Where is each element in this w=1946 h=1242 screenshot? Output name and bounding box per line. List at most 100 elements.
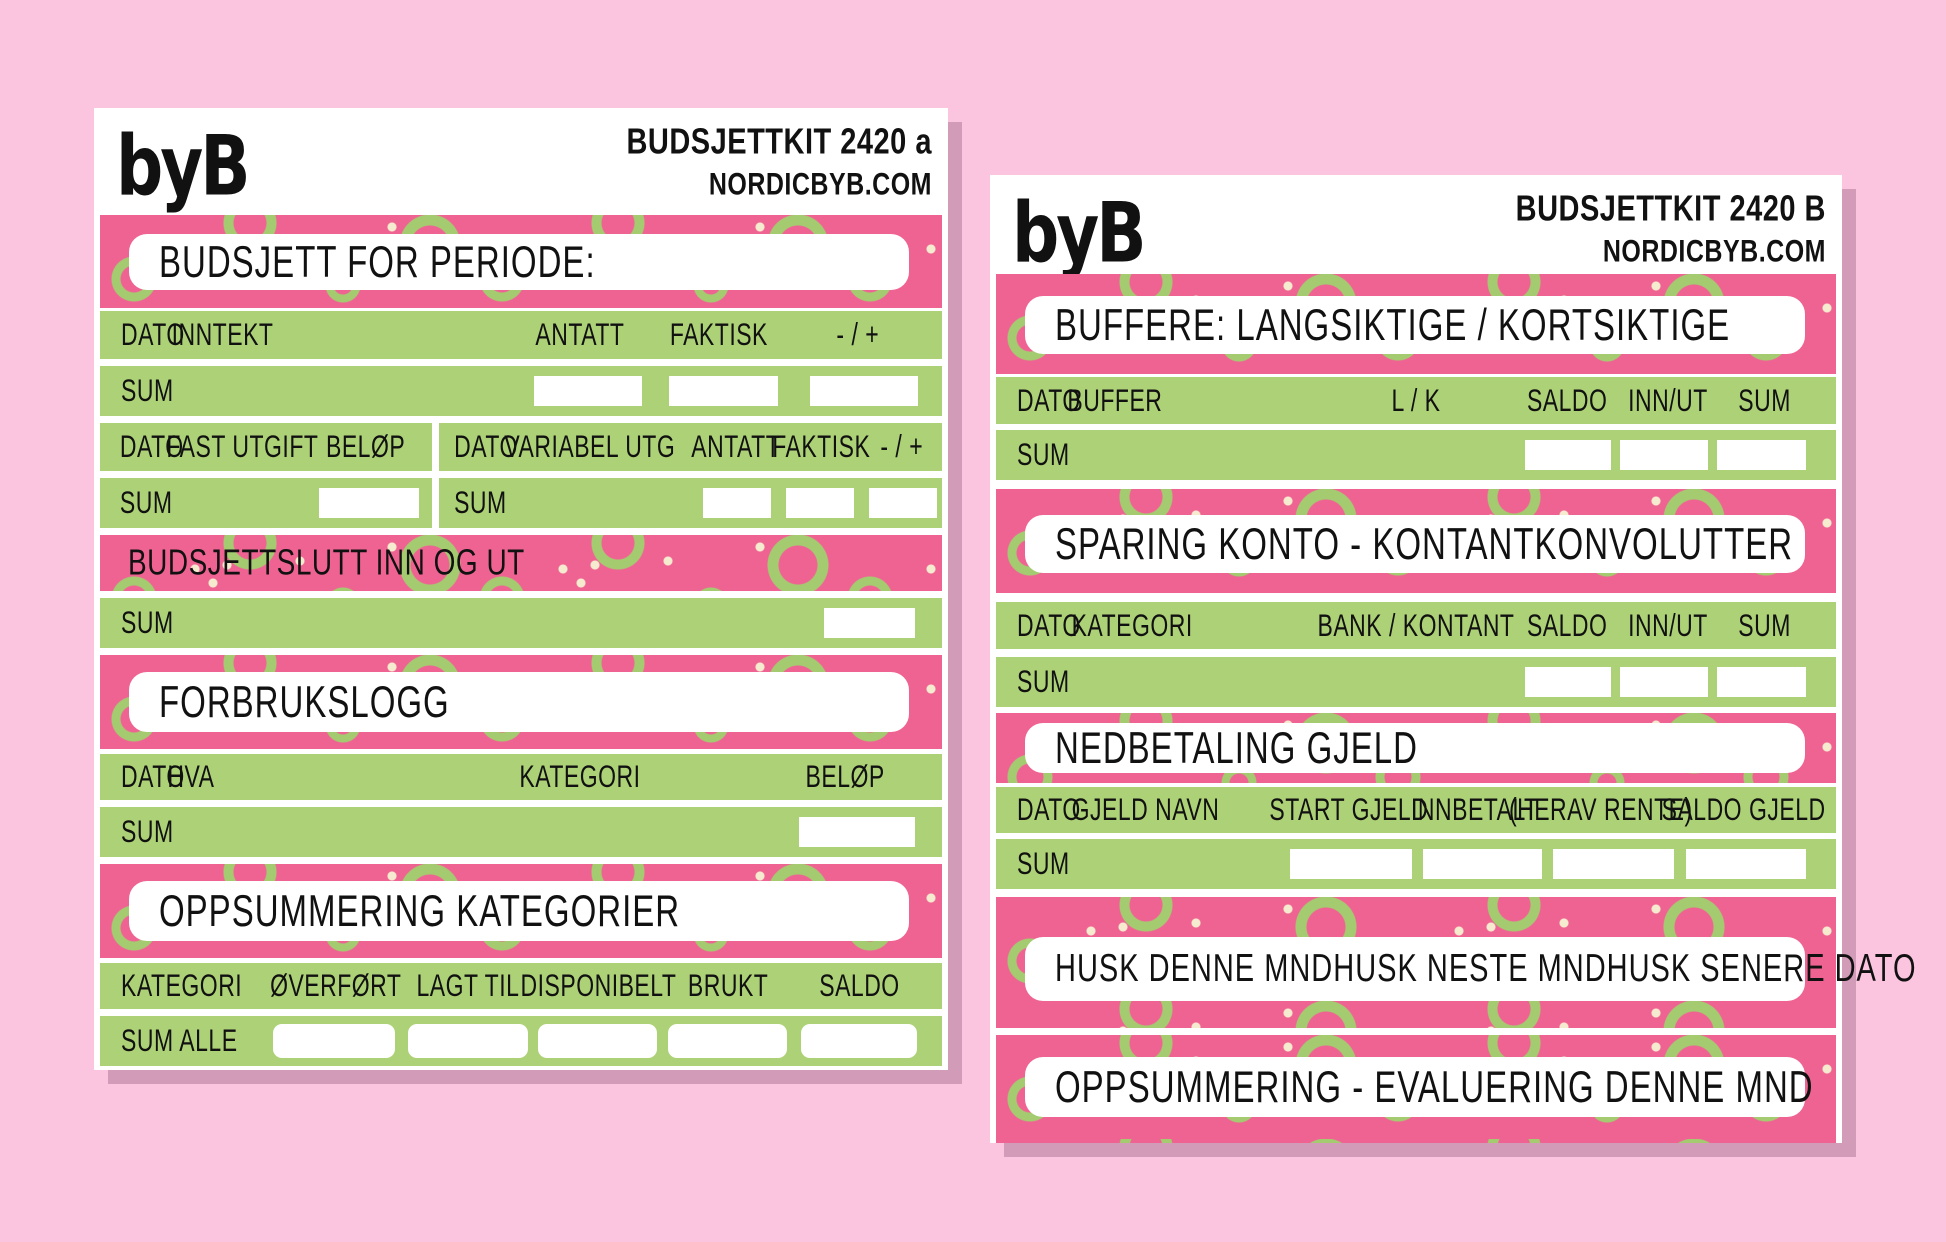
sparing-innut-input[interactable] xyxy=(1620,667,1709,697)
sheet-a-titleblock: BUDSJETTKIT 2420 a NORDICBYB.COM xyxy=(626,122,932,202)
income-antatt-input[interactable] xyxy=(533,376,643,406)
gjeld-start-input[interactable] xyxy=(1290,849,1412,879)
oppsum-header-box: OPPSUMMERING KATEGORIER xyxy=(129,881,909,941)
sparing-dato-label: DATO xyxy=(1017,607,1081,643)
buffere-lk-label: L / K xyxy=(1391,382,1441,418)
income-faktisk-input[interactable] xyxy=(669,376,778,406)
oppsum-brukt-input[interactable] xyxy=(668,1024,788,1058)
gjeld-rente-label: (HERAV RENTE) xyxy=(1508,791,1693,827)
fixed-belop-label: BELØP xyxy=(325,428,406,464)
sparing-band: SPARING KONTO - KONTANTKONVOLUTTER xyxy=(996,489,1836,593)
gjeld-sumrow-label: SUM xyxy=(1017,845,1070,881)
gjeld-innbetalt-input[interactable] xyxy=(1422,849,1542,879)
variable-diff-input[interactable] xyxy=(869,488,937,518)
income-label-row: DATO INNTEKT ANTATT FAKTISK - / + xyxy=(100,311,942,359)
gjeld-header-box: NEDBETALING GJELD xyxy=(1025,722,1805,773)
income-dato-label: DATO xyxy=(121,316,185,352)
income-inntekt-label: INNTEKT xyxy=(171,316,274,352)
gjeld-header-label: NEDBETALING GJELD xyxy=(1055,722,1418,773)
fixed-dato-label: DATO xyxy=(119,428,184,464)
buffere-innut-input[interactable] xyxy=(1620,440,1709,470)
buffere-sum-label: SUM xyxy=(1738,382,1791,418)
budslutt-label: BUDSJETTSLUTT INN OG UT xyxy=(128,542,525,583)
forbruk-sum-input[interactable] xyxy=(798,817,916,847)
oppsum-col-overfort: ØVERFØRT xyxy=(270,967,402,1003)
oppsummering-band: OPPSUMMERING - EVALUERING DENNE MND xyxy=(996,1035,1836,1143)
variable-faktisk-input[interactable] xyxy=(786,488,854,518)
period-band: BUDSJETT FOR PERIODE: xyxy=(100,215,942,308)
oppsum-disponibelt-input[interactable] xyxy=(537,1024,658,1058)
gjeld-label-row: DATO GJELD NAVN START GJELD INNBETALT (H… xyxy=(996,787,1836,833)
fixed-expense-sum: SUM xyxy=(100,478,432,528)
gjeld-saldo-input[interactable] xyxy=(1686,849,1806,879)
buffere-name-label: BUFFER xyxy=(1067,382,1163,418)
sparing-sumrow-label: SUM xyxy=(1017,663,1070,699)
sparing-header-box: SPARING KONTO - KONTANTKONVOLUTTER xyxy=(1025,515,1805,573)
oppsummering-header-box: OPPSUMMERING - EVALUERING DENNE MND xyxy=(1025,1057,1813,1117)
sparing-label-row: DATO KATEGORI BANK / KONTANT SALDO INN/U… xyxy=(996,602,1836,649)
expense-label-row: DATO FAST UTGIFT BELØP DATO VARIABEL UTG… xyxy=(100,423,942,471)
buffere-innut-label: INN/UT xyxy=(1628,382,1708,418)
oppsum-saldo-input[interactable] xyxy=(801,1024,917,1058)
period-header-box: BUDSJETT FOR PERIODE: xyxy=(129,234,909,290)
sparing-sum-input[interactable] xyxy=(1716,667,1806,697)
husk-box: HUSK DENNE MND HUSK NESTE MND HUSK SENER… xyxy=(1025,937,1916,1001)
income-antatt-label: ANTATT xyxy=(535,316,625,352)
forbruk-label-row: DATO HVA KATEGORI BELØP xyxy=(100,754,942,800)
fixed-sum-label: SUM xyxy=(119,484,173,520)
sparing-name-label: KATEGORI xyxy=(1071,607,1193,643)
variable-expense-sum: SUM xyxy=(439,478,942,528)
oppsum-col-lagttil: LAGT TIL xyxy=(416,967,520,1003)
variable-expense-labels: DATO VARIABEL UTG ANTATT FAKTISK - / + xyxy=(439,423,942,471)
forbruk-band: FORBRUKSLOGG xyxy=(100,655,942,749)
sheet-b-header: byB BUDSJETTKIT 2420 B NORDICBYB.COM xyxy=(990,175,1842,281)
buffere-sum-row: SUM xyxy=(996,430,1836,480)
budslutt-sum-input[interactable] xyxy=(824,608,916,638)
sparing-saldo-input[interactable] xyxy=(1525,667,1611,697)
sheet-a-site: NORDICBYB.COM xyxy=(708,167,932,202)
variable-diff-label: - / + xyxy=(880,428,924,464)
oppsum-sum-label: SUM ALLE xyxy=(121,1022,238,1058)
buffere-saldo-label: SALDO xyxy=(1526,382,1608,418)
sparing-sum-label: SUM xyxy=(1738,607,1791,643)
income-diff-label: - / + xyxy=(836,316,880,352)
sheet-b-titleblock: BUDSJETTKIT 2420 B NORDICBYB.COM xyxy=(1515,189,1826,269)
variable-antatt-input[interactable] xyxy=(703,488,771,518)
oppsum-col-kategori: KATEGORI xyxy=(121,967,243,1003)
sheet-a-header: byB BUDSJETTKIT 2420 a NORDICBYB.COM xyxy=(94,108,948,215)
sparing-header-label: SPARING KONTO - KONTANTKONVOLUTTER xyxy=(1055,518,1794,569)
buffere-header-label: BUFFERE: LANGSIKTIGE / KORTSIKTIGE xyxy=(1055,299,1731,350)
forbruk-kategori-label: KATEGORI xyxy=(519,758,641,794)
byb-logo: byB xyxy=(1012,185,1147,282)
income-sum-label: SUM xyxy=(121,372,174,408)
buffere-dato-label: DATO xyxy=(1017,382,1081,418)
budget-sheet-a: byB BUDSJETTKIT 2420 a NORDICBYB.COM BUD… xyxy=(94,108,948,1070)
gjeld-dato-label: DATO xyxy=(1017,791,1081,827)
oppsum-overfort-input[interactable] xyxy=(273,1024,395,1058)
gjeld-band: NEDBETALING GJELD xyxy=(996,713,1836,783)
buffere-sum-input[interactable] xyxy=(1716,440,1806,470)
oppsum-sum-row: SUM ALLE xyxy=(100,1016,942,1066)
buffere-header-box: BUFFERE: LANGSIKTIGE / KORTSIKTIGE xyxy=(1025,296,1805,354)
buffere-saldo-input[interactable] xyxy=(1525,440,1611,470)
oppsum-lagttil-input[interactable] xyxy=(408,1024,528,1058)
oppsummering-header-label: OPPSUMMERING - EVALUERING DENNE MND xyxy=(1055,1061,1814,1112)
forbruk-sum-label: SUM xyxy=(121,813,174,849)
gjeld-name-label: GJELD NAVN xyxy=(1071,791,1220,827)
sparing-saldo-label: SALDO xyxy=(1526,607,1608,643)
forbruk-header-label: FORBRUKSLOGG xyxy=(159,676,450,727)
sheet-b-title: BUDSJETTKIT 2420 B xyxy=(1515,189,1826,229)
budslutt-sum-row: SUM xyxy=(100,598,942,648)
buffere-band: BUFFERE: LANGSIKTIGE / KORTSIKTIGE xyxy=(996,274,1836,374)
forbruk-sum-row: SUM xyxy=(100,807,942,857)
gjeld-rente-input[interactable] xyxy=(1552,849,1674,879)
income-diff-input[interactable] xyxy=(809,376,919,406)
forbruk-dato-label: DATO xyxy=(121,758,185,794)
sparing-bank-label: BANK / KONTANT xyxy=(1317,607,1515,643)
gjeld-saldo-label: SALDO GJELD xyxy=(1661,791,1826,827)
income-sum-row: SUM xyxy=(100,366,942,416)
fixed-belop-input[interactable] xyxy=(319,488,419,518)
sheet-a-title: BUDSJETTKIT 2420 a xyxy=(626,122,932,162)
oppsum-col-brukt: BRUKT xyxy=(687,967,769,1003)
budslutt-band: BUDSJETTSLUTT INN OG UT xyxy=(100,535,942,591)
